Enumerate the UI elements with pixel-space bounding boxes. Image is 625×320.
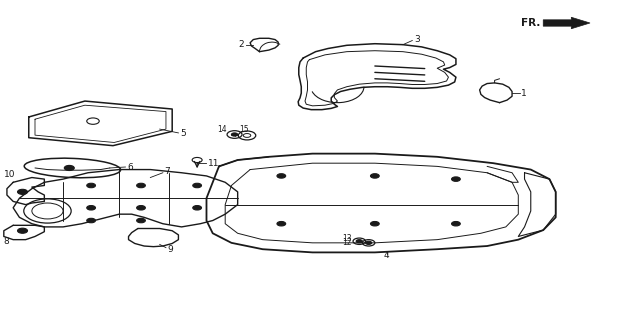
Circle shape [277, 174, 286, 178]
Circle shape [366, 241, 372, 244]
Circle shape [371, 174, 379, 178]
Circle shape [137, 183, 146, 188]
Circle shape [87, 205, 96, 210]
Circle shape [87, 183, 96, 188]
Text: 4: 4 [383, 251, 389, 260]
Text: 2: 2 [238, 40, 244, 49]
Text: 6: 6 [127, 163, 133, 172]
Circle shape [137, 218, 146, 223]
Circle shape [452, 177, 460, 181]
Text: 15: 15 [239, 125, 249, 134]
Circle shape [231, 133, 238, 136]
Circle shape [64, 165, 74, 171]
Circle shape [137, 205, 146, 210]
Circle shape [371, 221, 379, 226]
Circle shape [452, 221, 460, 226]
Text: 3: 3 [414, 35, 420, 44]
Text: 11: 11 [208, 159, 220, 168]
Text: 13: 13 [342, 234, 352, 243]
Text: 8: 8 [4, 237, 9, 246]
Polygon shape [543, 17, 590, 29]
Text: 9: 9 [168, 245, 174, 254]
Circle shape [18, 189, 28, 195]
Text: FR.: FR. [521, 18, 540, 28]
Circle shape [192, 183, 201, 188]
Circle shape [87, 218, 96, 223]
Circle shape [18, 228, 28, 233]
Text: 5: 5 [180, 129, 186, 138]
Text: 10: 10 [4, 170, 15, 179]
Text: 12: 12 [342, 238, 352, 247]
Circle shape [277, 221, 286, 226]
Text: 14: 14 [217, 125, 226, 134]
Text: 7: 7 [165, 167, 171, 176]
Circle shape [356, 240, 362, 243]
Text: 1: 1 [521, 89, 527, 98]
Circle shape [192, 205, 201, 210]
